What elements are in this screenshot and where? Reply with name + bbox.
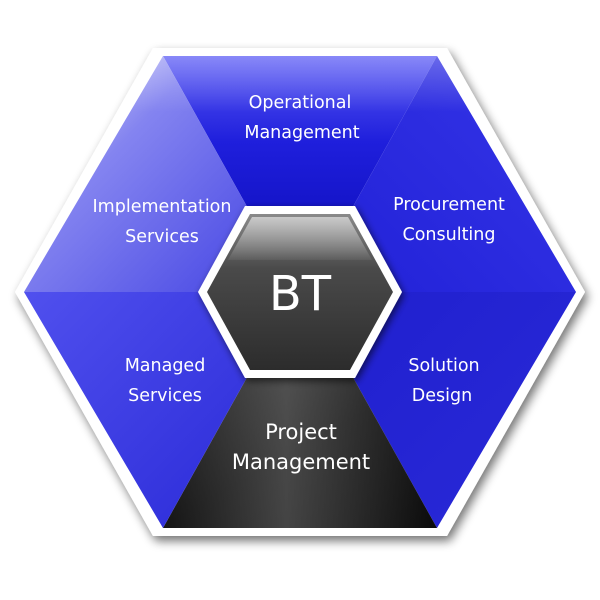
label-solution-design: Solution Design xyxy=(408,356,479,406)
label-line: Management xyxy=(232,450,370,474)
center-label: BT xyxy=(269,266,332,322)
label-line: Implementation xyxy=(93,197,232,217)
outer-gloss xyxy=(130,56,470,112)
segment-managed-services[interactable] xyxy=(24,292,250,528)
label-line: Services xyxy=(128,386,202,406)
center-hexagon-gloss xyxy=(228,217,372,260)
segment-project-management-sheen xyxy=(163,372,437,528)
label-implementation-services: Implementation Services xyxy=(93,197,232,247)
label-operational-management: Operational Management xyxy=(244,93,359,143)
label-line: Consulting xyxy=(402,225,495,245)
segment-implementation-services[interactable] xyxy=(24,56,250,292)
label-line: Project xyxy=(265,420,337,444)
label-line: Managed xyxy=(125,356,206,376)
segment-procurement-consulting[interactable] xyxy=(350,56,576,292)
label-project-management: Project Management xyxy=(232,420,370,474)
label-managed-services: Managed Services xyxy=(125,356,206,406)
label-line: Design xyxy=(412,386,472,406)
label-line: Services xyxy=(125,227,199,247)
label-line: Solution xyxy=(408,356,479,376)
segment-solution-design[interactable] xyxy=(350,292,576,528)
label-line: Procurement xyxy=(393,195,505,215)
label-procurement-consulting: Procurement Consulting xyxy=(393,195,505,245)
label-line: Operational xyxy=(249,93,352,113)
label-line: Management xyxy=(244,123,359,143)
